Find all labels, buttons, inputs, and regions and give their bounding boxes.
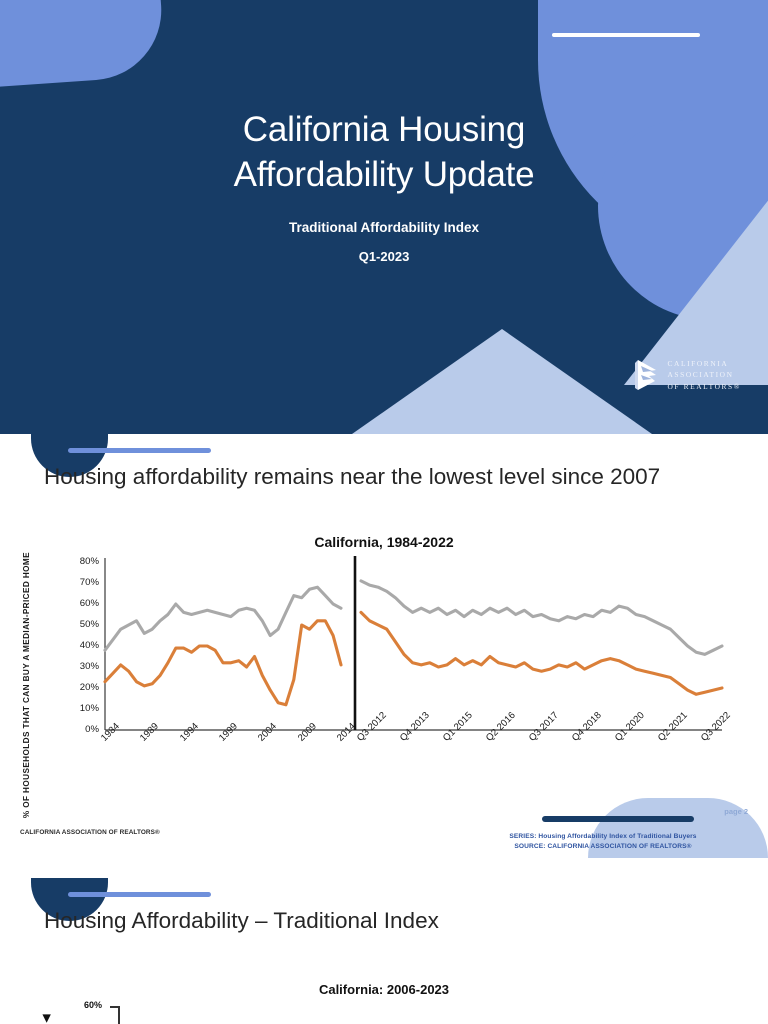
deck-quarter: Q1-2023	[358, 248, 410, 264]
decorative-blob-top-left	[0, 0, 166, 93]
third-chart-title: California: 2006-2023	[318, 982, 450, 997]
deck-subtitle: Traditional Affordability Index	[288, 219, 479, 235]
slide-heading: Housing affordability remains near the l…	[44, 464, 661, 489]
chart-y-tick: 40%	[79, 640, 99, 651]
chart-y-tick: 80%	[79, 556, 99, 567]
deck-title-line2: Affordability Update	[233, 154, 535, 194]
car-logo-wordmark: CALIFORNIA ASSOCIATION OF REALTORS®	[668, 358, 742, 391]
chart-y-tick: 30%	[79, 661, 99, 672]
chart-y-tick: 70%	[79, 577, 99, 588]
affordability-line-chart	[103, 556, 724, 731]
decorative-footer-fan	[588, 798, 768, 858]
car-logo-line2: ASSOCIATION	[667, 370, 734, 380]
chart-y-tick: 10%	[79, 703, 99, 714]
footer-page-number: page 2	[724, 807, 748, 816]
chart-y-tick: 60%	[79, 598, 99, 609]
footer-source-note: SOURCE: CALIFORNIA ASSOCIATION OF REALTO…	[514, 842, 692, 850]
car-logo-line1: CALIFORNIA	[667, 359, 729, 369]
decorative-header-rule-third	[68, 892, 211, 897]
slide-title-page: California Housing Affordability Update …	[0, 0, 768, 434]
footer-organization: CALIFORNIA ASSOCIATION OF REALTORS®	[20, 829, 160, 836]
chart-y-tick: 0%	[85, 724, 99, 735]
footer-source-block: SERIES: Housing Affordability Index of T…	[458, 832, 748, 852]
slide-third-page: Housing Affordability – Traditional Inde…	[0, 878, 768, 1024]
car-logo: CALIFORNIA ASSOCIATION OF REALTORS®	[634, 358, 742, 392]
decorative-footer-bar	[542, 816, 694, 822]
decorative-white-rule	[552, 33, 700, 37]
slide-chart-page: Housing affordability remains near the l…	[0, 434, 768, 878]
chart-y-tick: 20%	[79, 682, 99, 693]
car-eagle-icon	[634, 360, 656, 390]
title-block: California Housing Affordability Update …	[0, 108, 768, 264]
third-chart-axis-arrow-icon: ◀	[40, 1014, 53, 1023]
deck-title-line1: California Housing	[242, 110, 526, 149]
car-logo-line3: OF REALTORS®	[667, 381, 741, 391]
third-slide-heading: Housing Affordability – Traditional Inde…	[44, 908, 439, 933]
third-chart-y-tick: 60%	[84, 1000, 103, 1010]
third-chart-axis-cap	[110, 1006, 120, 1008]
footer-series-note: SERIES: Housing Affordability Index of T…	[509, 832, 697, 840]
third-chart-axis-line	[118, 1006, 120, 1024]
chart-title: California, 1984-2022	[314, 534, 454, 550]
decorative-mountain-shape	[352, 329, 652, 434]
decorative-header-rule	[68, 448, 211, 453]
chart-y-tick: 50%	[79, 619, 99, 630]
